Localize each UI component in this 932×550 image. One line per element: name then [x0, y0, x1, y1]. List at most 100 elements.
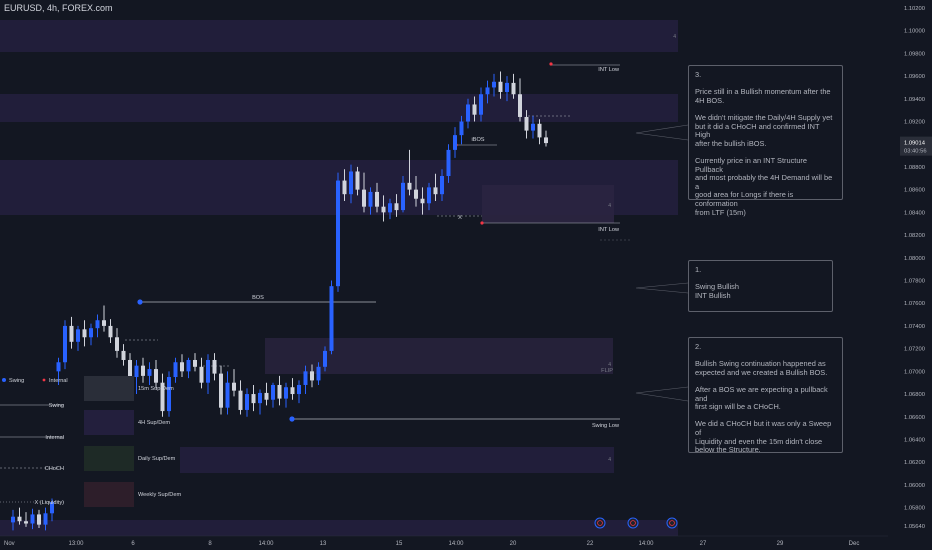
note-2-pointer: [635, 386, 689, 402]
note-box-2[interactable]: 2. Bullish Swing continuation happened a…: [688, 337, 843, 455]
price-tick-label: 1.06200: [904, 460, 925, 466]
candle-body: [388, 203, 392, 213]
candle-body: [355, 171, 360, 190]
legend-zone-swatch: [84, 410, 134, 435]
candle-body: [342, 180, 347, 195]
ibos-label: iBOS: [471, 137, 484, 143]
candle-body: [102, 320, 106, 326]
candle-body: [271, 384, 275, 400]
time-tick-label: 13: [320, 541, 327, 547]
note-paragraph: Price still in a Bullish momentum after …: [695, 87, 831, 105]
legend-zone-label: Daily Sup/Dem: [138, 456, 176, 462]
price-tick-label: 1.08400: [904, 210, 925, 216]
candle-body: [186, 359, 191, 372]
price-tick-label: 1.08200: [904, 233, 925, 239]
time-tick-label: 20: [510, 541, 517, 547]
candle-body: [245, 394, 249, 410]
candle-body: [76, 329, 80, 342]
time-tick-label: 14:00: [448, 541, 464, 547]
note-number: 1.: [695, 265, 702, 274]
time-tick-label: 14:00: [258, 541, 274, 547]
candle-body: [141, 365, 145, 376]
supply-zone-4h: [0, 94, 678, 122]
candle-body: [160, 382, 165, 412]
economic-event-icon: [666, 517, 678, 529]
legend-zone-swatch: [84, 376, 134, 401]
note-paragraph: We did a CHoCH but it was only a Sweep o…: [695, 419, 832, 455]
time-tick-label: Nov: [4, 541, 15, 547]
candle-body: [323, 350, 327, 367]
candle-body: [394, 203, 399, 211]
candle-body: [492, 81, 496, 88]
note-box-3[interactable]: 3. Price still in a Bullish momentum aft…: [688, 65, 843, 216]
price-tick-label: 1.05640: [904, 524, 925, 530]
candle-body: [433, 187, 438, 195]
countdown-label: 03:40:56: [904, 149, 927, 155]
int-low-pivot: [480, 221, 484, 225]
swing-low-label: Swing Low: [592, 423, 620, 429]
candle-body: [336, 180, 340, 287]
price-tick-label: 1.10200: [904, 6, 925, 12]
candle-body: [147, 369, 152, 376]
price-axis-bg: [888, 0, 932, 550]
price-tick-label: 1.06800: [904, 392, 925, 398]
price-tick-label: 1.06000: [904, 483, 925, 489]
candle-body: [264, 392, 269, 400]
note-number: 3.: [695, 70, 702, 79]
price-tick-label: 1.07800: [904, 278, 925, 284]
legend-zone-label: 4H Sup/Dem: [138, 420, 170, 426]
candle-body: [284, 387, 288, 399]
symbol-label: EURUSD, 4h, FOREX.com: [4, 3, 113, 13]
swing-legend-label: Swing: [9, 378, 24, 384]
note-paragraph: Swing Bullish INT Bullish: [695, 282, 739, 300]
price-tick-label: 1.07200: [904, 347, 925, 353]
price-axis[interactable]: 1.10200 1.10000 1.09800 1.09600 1.09400 1.092…: [888, 0, 932, 550]
time-axis[interactable]: Nov 13:00 6 8 14:00 13 15 14:00 20 22 14:00 27 29 Dec: [0, 535, 932, 550]
candle-body: [63, 325, 67, 363]
note-paragraph: Bullish Swing continuation happened as e…: [695, 359, 828, 377]
candle-body: [407, 182, 412, 190]
candle-body: [427, 187, 431, 204]
price-tick-label: 1.05800: [904, 506, 925, 512]
candle-body: [316, 366, 321, 381]
candle-body: [219, 373, 223, 408]
time-tick-label: 14:00: [638, 541, 654, 547]
note-paragraph: Currently price in an INT Structure Pull…: [695, 155, 833, 217]
candle-body: [95, 320, 100, 329]
candle-body: [121, 350, 126, 360]
candle-body: [43, 513, 48, 525]
candle-body: [50, 501, 54, 514]
zone-marker: 4: [608, 457, 611, 463]
int-low-top-label: INT Low: [598, 67, 620, 73]
candle-body: [466, 104, 470, 122]
note-paragraph: After a BOS we are expecting a pullback …: [695, 384, 828, 412]
candle-body: [212, 359, 217, 374]
candle-body: [56, 362, 61, 372]
candle-body: [381, 206, 386, 213]
candle-body: [82, 329, 87, 338]
candle-body: [537, 123, 542, 138]
candle-body: [368, 191, 373, 207]
zones: [0, 20, 678, 536]
legend-line-label: X (Liquidity): [34, 500, 64, 506]
time-tick-label: 29: [777, 541, 784, 547]
candle-body: [440, 176, 444, 195]
note-box-1[interactable]: 1. Swing Bullish INT Bullish: [688, 260, 833, 312]
swing-low-pivot: [289, 416, 295, 422]
candle-body: [238, 390, 243, 410]
candle-body: [134, 365, 139, 378]
event-icons[interactable]: [594, 517, 678, 529]
candle-body: [290, 387, 295, 395]
zone-marker: 4: [608, 362, 611, 368]
candle-body: [498, 81, 503, 92]
candle-body: [173, 362, 178, 378]
candle-body: [30, 514, 35, 524]
candle-body: [251, 394, 256, 404]
price-tick-label: 1.08600: [904, 188, 925, 194]
candle-body: [505, 82, 509, 92]
price-tick-label: 1.08800: [904, 165, 925, 171]
price-tick-label: 1.09600: [904, 74, 925, 80]
candle-body: [349, 171, 353, 195]
time-tick-label: 15: [396, 541, 403, 547]
candle-body: [524, 116, 529, 131]
